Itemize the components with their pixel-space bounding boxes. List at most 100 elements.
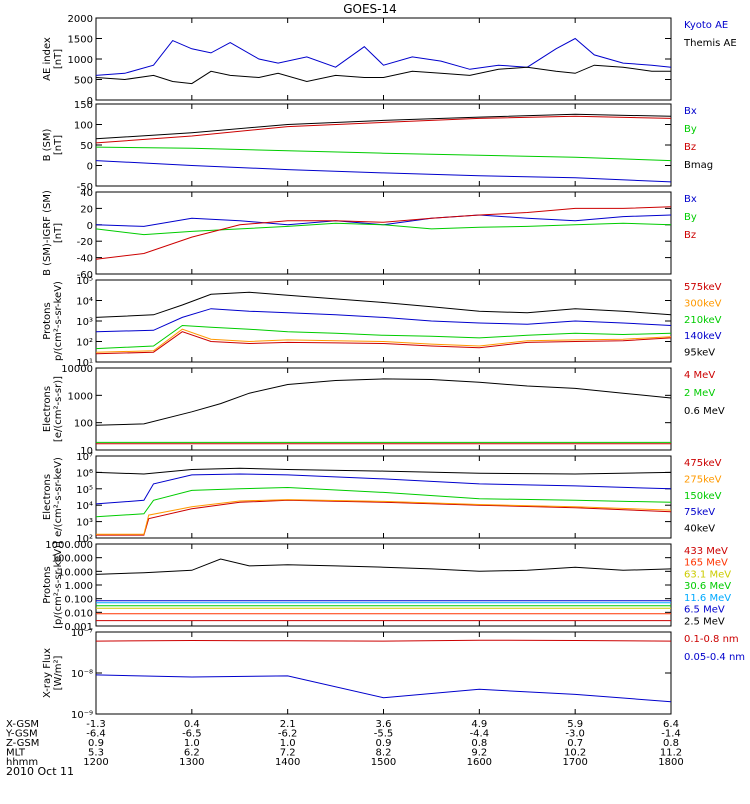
y-tick-label-electrons_mev: 10 [80, 446, 93, 457]
y-tick-label-protons_mev: 0.001 [64, 622, 93, 633]
y-tick-label-electrons_kev: 10² [76, 534, 93, 545]
x-axis-value: 9.2 [471, 748, 487, 759]
legend-entry-protons_kev: 210keV [684, 315, 722, 326]
y-axis-label-electrons_kev: Electrons [42, 474, 53, 520]
series-line-bsm-3 [95, 113, 672, 140]
y-axis-label-protons_kev: Protons [42, 302, 53, 339]
x-axis-value: -6.4 [86, 729, 106, 740]
x-axis-value: 1300 [179, 757, 204, 768]
x-axis-value: -6.5 [182, 729, 202, 740]
legend-entry-electrons_kev: 75keV [684, 507, 715, 518]
legend-entry-protons_kev: 575keV [684, 282, 722, 293]
y-tick-label-ae: 2000 [68, 14, 93, 25]
x-axis-value: 11.2 [660, 748, 682, 759]
legend-entry-protons_mev: 63.1 MeV [684, 569, 731, 580]
y-tick-label-protons_mev: 0.010 [64, 608, 93, 619]
y-axis-label-electrons_mev: Electrons [42, 386, 53, 432]
x-axis-value: 0.8 [471, 738, 487, 749]
series-line-xray-0 [95, 639, 672, 642]
panel-frame-electrons_mev [95, 367, 672, 451]
legend-entry-bsm: By [684, 124, 697, 135]
x-axis-value: 1400 [275, 757, 300, 768]
y-tick-label-protons_mev: 0.100 [64, 595, 93, 606]
panel-frame-ae [95, 17, 672, 101]
series-line-protons_mev-6 [95, 558, 672, 575]
series-line-electrons_mev-2 [95, 378, 672, 426]
y-axis-label-bdiff: [nT] [53, 223, 64, 243]
x-axis-value: 0.8 [663, 738, 679, 749]
plot-title: GOES-14 [343, 2, 397, 16]
series-line-protons_kev-4 [95, 291, 672, 318]
x-axis-value: 5.3 [88, 748, 104, 759]
y-tick-label-bdiff: -20 [77, 237, 93, 248]
x-axis-value: 1500 [371, 757, 396, 768]
x-axis-row-label: Z-GSM [6, 738, 39, 749]
y-tick-label-electrons_mev: 100 [74, 419, 93, 430]
legend-entry-protons_kev: 140keV [684, 331, 722, 342]
series-line-electrons_kev-4 [95, 467, 672, 475]
x-axis-value: 10.2 [564, 748, 586, 759]
series-line-protons_kev-1 [95, 328, 672, 353]
y-tick-label-bdiff: 40 [80, 188, 93, 199]
y-axis-label-xray: [W/m²] [53, 655, 64, 690]
series-line-ae-1 [95, 64, 671, 85]
series-line-bsm-2 [95, 115, 672, 144]
legend-entry-protons_mev: 165 MeV [684, 558, 728, 569]
x-axis-value: 1.0 [280, 738, 296, 749]
y-tick-label-bsm: 150 [74, 100, 93, 111]
x-axis-value: -5.5 [374, 729, 394, 740]
legend-entry-electrons_kev: 475keV [684, 458, 722, 469]
series-line-xray-1 [95, 674, 672, 703]
x-axis-row-label: Y-GSM [5, 729, 38, 740]
y-tick-label-bdiff: 20 [80, 204, 93, 215]
y-tick-label-bsm: 100 [74, 121, 93, 132]
y-axis-label-bdiff: B (SM)-IGRF (SM) [42, 190, 53, 276]
y-tick-label-protons_kev: 10³ [76, 317, 93, 328]
y-tick-label-ae: 1000 [68, 55, 93, 66]
y-tick-label-bsm: 0 [87, 162, 93, 173]
date-label: 2010 Oct 11 [6, 765, 74, 778]
legend-entry-bsm: Bz [684, 142, 696, 153]
x-axis-value: -6.2 [278, 729, 298, 740]
y-tick-label-electrons_kev: 10⁷ [76, 452, 93, 463]
legend-entry-ae: Themis AE [683, 38, 737, 49]
x-axis-value: 0.7 [567, 738, 583, 749]
y-axis-label-protons_kev: p/(cm²-s-sr-keV) [53, 281, 64, 361]
legend-entry-electrons_kev: 40keV [684, 524, 715, 535]
legend-entry-bsm: Bmag [684, 160, 713, 171]
x-axis-value: 6.4 [663, 719, 679, 730]
y-tick-label-bsm: -50 [77, 182, 93, 193]
legend-entry-xray: 0.05-0.4 nm [684, 652, 745, 663]
y-tick-label-xray: 10⁻⁷ [71, 628, 93, 639]
y-tick-label-xray: 10⁻⁹ [71, 710, 93, 721]
panel-frame-xray [95, 631, 672, 715]
series-line-bdiff-2 [95, 206, 672, 260]
legend-entry-bsm: Bx [684, 106, 697, 117]
legend-entry-bdiff: Bz [684, 230, 696, 241]
legend-entry-xray: 0.1-0.8 nm [684, 634, 739, 645]
x-axis-value: 0.4 [184, 719, 200, 730]
legend-entry-protons_mev: 11.6 MeV [684, 593, 731, 604]
y-tick-label-electrons_kev: 10³ [76, 518, 93, 529]
y-tick-label-electrons_kev: 10⁶ [76, 468, 93, 479]
y-tick-label-bdiff: -40 [77, 254, 93, 265]
series-line-electrons_kev-1 [96, 499, 672, 535]
y-tick-label-protons_mev: 100.000 [52, 554, 93, 565]
y-tick-label-bdiff: -60 [77, 270, 93, 281]
y-axis-label-electrons_kev: e/(cm²-s-sr-keV) [53, 457, 64, 537]
x-axis-row-label: MLT [6, 748, 26, 759]
x-axis-value: 7.2 [280, 748, 296, 759]
y-tick-label-ae: 1500 [68, 35, 93, 46]
legend-entry-bdiff: By [684, 212, 697, 223]
legend-entry-protons_mev: 2.5 MeV [684, 616, 725, 627]
y-tick-label-electrons_mev: 10000 [61, 364, 93, 375]
x-axis-value: 5.9 [567, 719, 583, 730]
y-axis-label-ae: AE index [42, 37, 53, 81]
legend-entry-ae: Kyoto AE [684, 20, 728, 31]
legend-entry-electrons_mev: 2 MeV [684, 388, 715, 399]
series-line-electrons_kev-0 [96, 499, 672, 536]
series-line-bdiff-1 [95, 222, 672, 236]
y-tick-label-electrons_mev: 1000 [68, 391, 93, 402]
y-axis-label-bsm: [nT] [53, 135, 64, 155]
